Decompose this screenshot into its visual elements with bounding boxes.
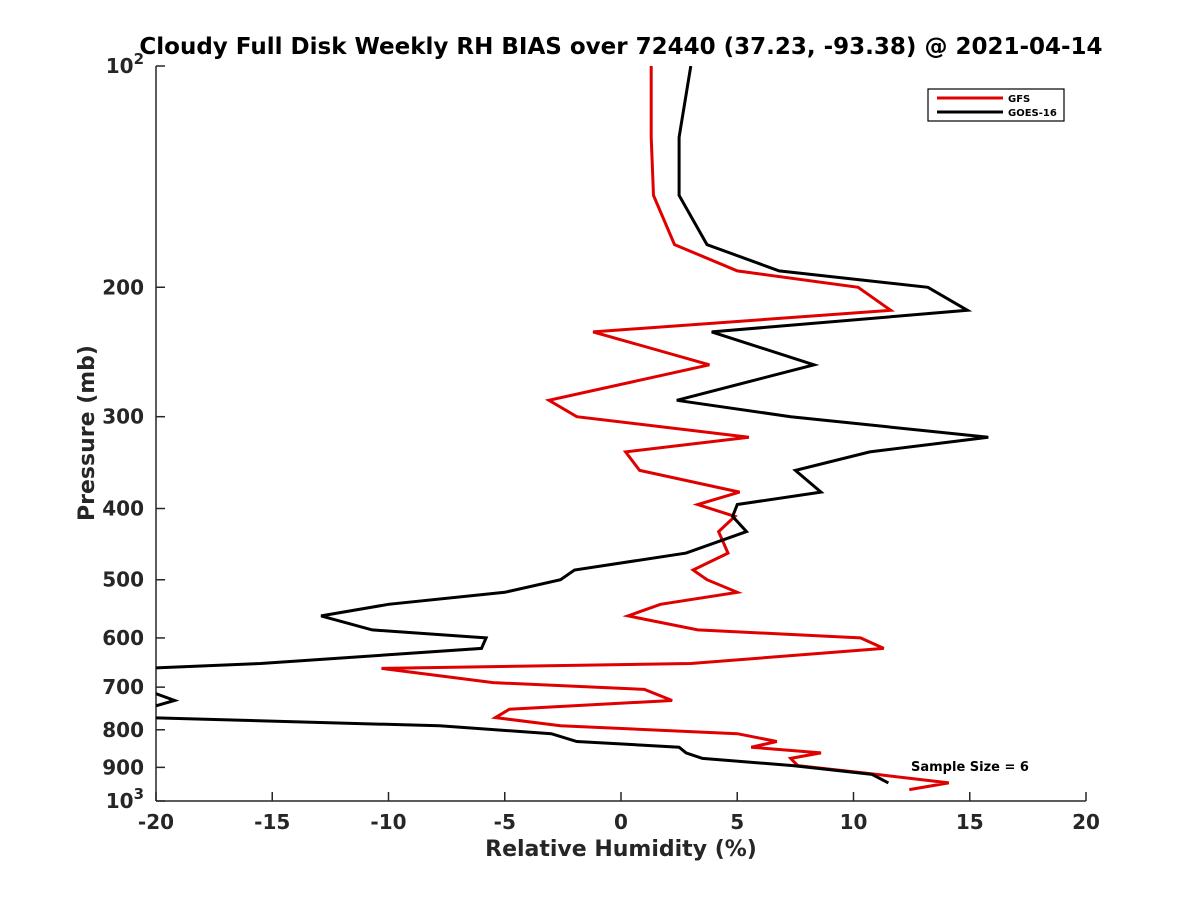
x-tick-label: 20 xyxy=(1072,810,1100,834)
axes: -20 -15 -10 -5 0 5 10 15 20 200 300 400 500 600 700 800… xyxy=(102,50,1100,834)
x-tick-label: 10 xyxy=(840,810,868,834)
x-tick-label: -5 xyxy=(494,810,516,834)
x-tick-label: 0 xyxy=(614,810,628,834)
y-tick-label: 300 xyxy=(102,405,144,429)
x-axis-label: Relative Humidity (%) xyxy=(485,837,757,862)
chart-title: Cloudy Full Disk Weekly RH BIAS over 724… xyxy=(139,34,1102,60)
y-tick-label: 900 xyxy=(102,755,144,779)
series-line-gfs xyxy=(381,66,950,792)
legend-entry-label: GOES-16 xyxy=(1008,108,1057,119)
x-tick-label: -20 xyxy=(138,810,174,834)
y-tick-label-sci: 102 xyxy=(106,50,144,78)
sample-size-annotation: Sample Size = 6 xyxy=(911,760,1029,775)
y-tick-label-sci: 103 xyxy=(106,785,144,813)
y-axis-label: Pressure (mb) xyxy=(75,345,100,521)
legend[interactable]: GFS GOES-16 xyxy=(927,88,1065,122)
x-tick-label: 15 xyxy=(956,810,984,834)
y-tick-label: 600 xyxy=(102,626,144,650)
y-tick-label: 400 xyxy=(102,497,144,521)
x-tick-label: 5 xyxy=(730,810,744,834)
y-tick-label: 200 xyxy=(102,275,144,299)
series-line-goes-16 xyxy=(156,66,989,785)
y-tick-label: 500 xyxy=(102,568,144,592)
legend-entry-label: GFS xyxy=(1008,94,1030,105)
y-tick-label: 800 xyxy=(102,718,144,742)
series-layer xyxy=(156,66,989,792)
x-tick-label: -10 xyxy=(370,810,406,834)
x-tick-label: -15 xyxy=(254,810,290,834)
legend-box xyxy=(927,88,1065,122)
y-tick-label: 700 xyxy=(102,675,144,699)
